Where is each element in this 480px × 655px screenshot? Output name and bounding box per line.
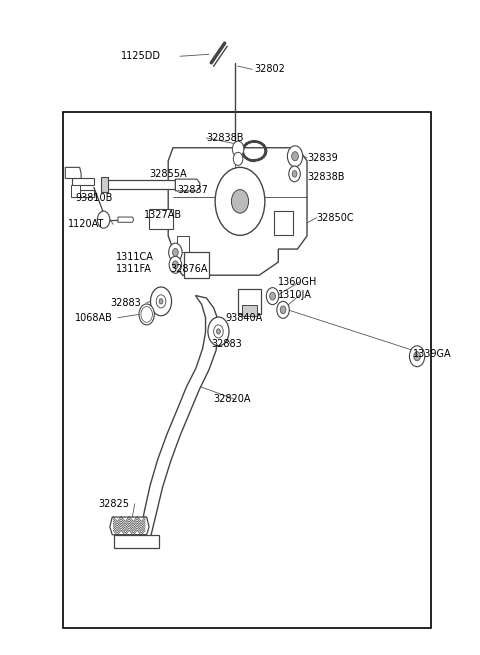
Circle shape: [208, 317, 229, 346]
Circle shape: [168, 243, 182, 261]
Text: 32839: 32839: [307, 153, 338, 162]
Polygon shape: [118, 217, 134, 222]
Text: 1360GH: 1360GH: [278, 277, 318, 287]
Circle shape: [292, 152, 299, 161]
Circle shape: [214, 325, 223, 338]
Text: 1311FA: 1311FA: [116, 264, 151, 274]
Text: 32837: 32837: [178, 185, 209, 195]
Text: 1311CA: 1311CA: [116, 252, 154, 262]
Text: 93810B: 93810B: [75, 193, 112, 203]
Text: 32883: 32883: [211, 339, 242, 350]
Circle shape: [414, 352, 420, 361]
Text: 1068AB: 1068AB: [75, 312, 113, 323]
Circle shape: [232, 141, 244, 157]
Circle shape: [169, 256, 181, 273]
Circle shape: [139, 304, 155, 325]
Circle shape: [270, 292, 276, 300]
Text: 32838B: 32838B: [206, 133, 244, 143]
Bar: [238, 289, 261, 314]
Text: 1327AB: 1327AB: [144, 210, 182, 220]
Polygon shape: [149, 208, 173, 229]
Polygon shape: [138, 295, 218, 544]
Circle shape: [172, 248, 178, 256]
Bar: [242, 305, 257, 316]
Circle shape: [156, 295, 166, 308]
Circle shape: [172, 261, 178, 269]
Polygon shape: [65, 168, 81, 178]
Bar: [274, 210, 293, 235]
Bar: [63, 112, 432, 628]
Circle shape: [151, 287, 171, 316]
Polygon shape: [71, 185, 80, 196]
Text: 1120AT: 1120AT: [68, 219, 104, 229]
Circle shape: [97, 211, 110, 228]
Circle shape: [159, 299, 163, 304]
Circle shape: [215, 168, 265, 235]
Circle shape: [266, 288, 279, 305]
Text: 32855A: 32855A: [149, 169, 187, 179]
Circle shape: [144, 310, 150, 319]
Polygon shape: [101, 177, 108, 192]
Text: 1310JA: 1310JA: [278, 290, 312, 300]
Circle shape: [231, 189, 249, 213]
Polygon shape: [175, 179, 200, 191]
Text: 32850C: 32850C: [317, 213, 354, 223]
Text: 32883: 32883: [111, 297, 142, 308]
Circle shape: [289, 166, 300, 181]
Circle shape: [280, 306, 286, 314]
Circle shape: [292, 171, 297, 177]
Circle shape: [216, 329, 220, 334]
Circle shape: [141, 307, 153, 322]
Text: 32802: 32802: [254, 64, 285, 74]
Text: 1125DD: 1125DD: [121, 51, 161, 62]
Text: 32820A: 32820A: [214, 394, 251, 404]
Bar: [184, 252, 209, 278]
Circle shape: [409, 346, 425, 367]
Text: 32825: 32825: [99, 499, 130, 509]
Text: 32876A: 32876A: [170, 264, 208, 274]
Text: 32838B: 32838B: [307, 172, 345, 182]
Polygon shape: [168, 148, 307, 275]
Polygon shape: [72, 178, 94, 196]
Text: 1339GA: 1339GA: [413, 348, 452, 359]
Polygon shape: [114, 534, 158, 548]
Text: 93840A: 93840A: [226, 312, 263, 323]
Polygon shape: [106, 180, 175, 189]
Bar: [177, 236, 189, 252]
Polygon shape: [110, 517, 149, 534]
Circle shape: [233, 153, 243, 166]
Circle shape: [277, 301, 289, 318]
Circle shape: [288, 146, 303, 167]
